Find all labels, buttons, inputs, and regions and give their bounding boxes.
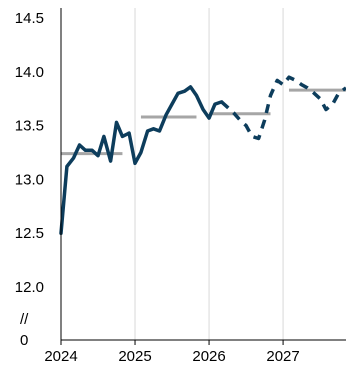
forecast-line (222, 77, 346, 138)
y-tick-label: 13.5 (15, 118, 44, 135)
y-tick-label: 14.5 (15, 10, 44, 27)
x-tick-label: 2025 (118, 348, 151, 365)
y-tick-label: 12.5 (15, 225, 44, 242)
gridlines (135, 8, 283, 340)
y-tick-label: 14.0 (15, 64, 44, 81)
annual-average-bars (61, 90, 346, 153)
y-axis-tick-labels: 14.5 14.0 13.5 13.0 12.5 12.0 // 0 (15, 10, 44, 349)
x-tick-label: 2024 (44, 348, 77, 365)
y-tick-label-zero: 0 (20, 332, 28, 349)
x-tick-label: 2026 (192, 348, 225, 365)
x-axis-tick-labels: 2024 2025 2026 2027 (44, 348, 299, 365)
x-tick-label: 2027 (266, 348, 299, 365)
actual-line (61, 87, 222, 233)
series-lines (61, 77, 346, 233)
y-tick-label: 12.0 (15, 279, 44, 296)
axes (61, 8, 346, 345)
y-axis-break-mark: // (20, 311, 29, 328)
y-tick-label: 13.0 (15, 171, 44, 188)
